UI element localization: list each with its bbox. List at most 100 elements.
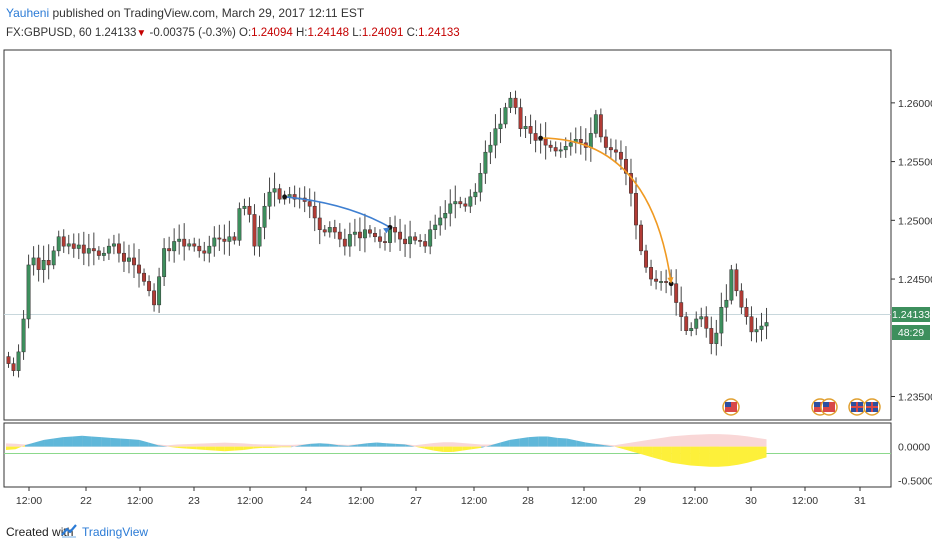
candle bbox=[423, 233, 428, 253]
oscillator-bar bbox=[329, 443, 339, 447]
candle bbox=[31, 246, 36, 276]
tradingview-brand-link[interactable]: TradingView bbox=[82, 525, 149, 539]
candle bbox=[759, 312, 764, 342]
blue-arrow[interactable] bbox=[282, 194, 393, 234]
candle bbox=[182, 223, 187, 261]
candle bbox=[724, 284, 729, 322]
time-tick-label: 12:00 bbox=[461, 495, 487, 507]
uk-flag-icon[interactable] bbox=[848, 398, 866, 416]
orange-arrow[interactable] bbox=[538, 135, 674, 287]
oscillator-bar bbox=[462, 446, 472, 451]
candle bbox=[674, 269, 679, 316]
candle bbox=[167, 236, 172, 262]
symbol-label[interactable]: FX:GBPUSD, 60 bbox=[6, 27, 92, 39]
time-tick-label: 12:00 bbox=[792, 495, 818, 507]
candle bbox=[277, 183, 282, 204]
candle bbox=[91, 232, 96, 266]
candle bbox=[719, 292, 724, 347]
candle bbox=[177, 224, 182, 255]
candle bbox=[157, 267, 162, 313]
author-link[interactable]: Yauheni bbox=[6, 6, 50, 20]
oscillator-bar bbox=[167, 446, 178, 448]
close-value: 1.24133 bbox=[418, 27, 460, 39]
price-change: -0.00375 (-0.3%) bbox=[149, 27, 236, 39]
oscillator-bar bbox=[614, 446, 624, 450]
candle bbox=[558, 142, 563, 158]
close-label: C: bbox=[406, 27, 419, 39]
oscillator-bar bbox=[110, 437, 121, 447]
candle bbox=[36, 244, 41, 282]
candle bbox=[659, 271, 664, 291]
oscillator-bar bbox=[291, 445, 301, 448]
oscillator-bar bbox=[272, 446, 282, 448]
oscillator-bar bbox=[718, 446, 729, 467]
oscillator-bar bbox=[376, 442, 387, 447]
candle bbox=[624, 146, 628, 186]
candle bbox=[197, 238, 202, 258]
candle bbox=[694, 311, 699, 336]
oscillator-bar bbox=[500, 439, 510, 447]
publish-info: Yauheni published on TradingView.com, Ma… bbox=[6, 6, 364, 20]
us-flag-icon[interactable] bbox=[722, 398, 740, 416]
oscillator-bar bbox=[338, 445, 349, 447]
candle bbox=[332, 219, 337, 239]
candle bbox=[458, 196, 463, 209]
candle bbox=[137, 248, 141, 288]
candle bbox=[679, 286, 684, 332]
candle bbox=[252, 204, 257, 256]
candle bbox=[734, 263, 739, 297]
oscillator-bar bbox=[224, 446, 235, 452]
candle bbox=[307, 188, 312, 219]
oscillator-bar bbox=[120, 438, 130, 447]
candle bbox=[508, 92, 513, 114]
candle bbox=[553, 141, 558, 157]
high-label: H: bbox=[295, 27, 308, 39]
time-tick-label: 12:00 bbox=[16, 495, 42, 507]
candle bbox=[608, 138, 613, 158]
us-flag-icon[interactable] bbox=[820, 398, 838, 416]
oscillator-bar bbox=[738, 446, 748, 465]
oscillator-bar bbox=[253, 446, 263, 449]
candle bbox=[111, 234, 116, 255]
time-tick-label: 12:00 bbox=[237, 495, 263, 507]
candle bbox=[473, 183, 478, 205]
time-tick-label: 31 bbox=[854, 495, 866, 507]
candle bbox=[714, 319, 719, 356]
candle bbox=[41, 245, 46, 283]
candle bbox=[618, 140, 623, 170]
oscillator-bar bbox=[414, 446, 425, 449]
oscillator-bar bbox=[538, 436, 548, 447]
candle bbox=[578, 126, 583, 155]
oscillator-bar bbox=[424, 446, 434, 451]
candle bbox=[749, 306, 754, 342]
candle bbox=[603, 129, 608, 155]
oscillator-bar bbox=[6, 446, 16, 450]
candle bbox=[86, 233, 91, 267]
event-flags[interactable] bbox=[722, 398, 881, 416]
time-axis[interactable]: 12:00 22 12:00 23 12:00 24 12:00 27 12:00 28 12:00… bbox=[16, 487, 866, 507]
oscillator-bar bbox=[471, 446, 482, 450]
oscillator-bar bbox=[234, 446, 244, 451]
candle bbox=[729, 264, 734, 305]
oscillator-layer bbox=[6, 434, 767, 467]
candle bbox=[593, 109, 598, 138]
tradingview-logo-icon[interactable] bbox=[60, 522, 78, 540]
last-price-tag bbox=[892, 307, 930, 322]
oscillator-bar bbox=[348, 444, 358, 447]
time-tick-label: 12:00 bbox=[127, 495, 153, 507]
oscillator-bar bbox=[158, 445, 168, 447]
oscillator-bar bbox=[519, 437, 529, 447]
footer: Created with TradingView bbox=[0, 516, 932, 550]
oscillator-bar bbox=[652, 446, 662, 461]
uk-flag-icon[interactable] bbox=[863, 398, 881, 416]
time-tick-label: 28 bbox=[522, 495, 534, 507]
oscillator-bar bbox=[547, 436, 558, 447]
candle bbox=[71, 233, 76, 258]
price-tick-label: 1.24500 bbox=[898, 274, 932, 286]
oscillator-bar bbox=[642, 446, 653, 458]
open-value: 1.24094 bbox=[251, 27, 293, 39]
candle bbox=[463, 197, 468, 212]
candle bbox=[453, 185, 458, 219]
